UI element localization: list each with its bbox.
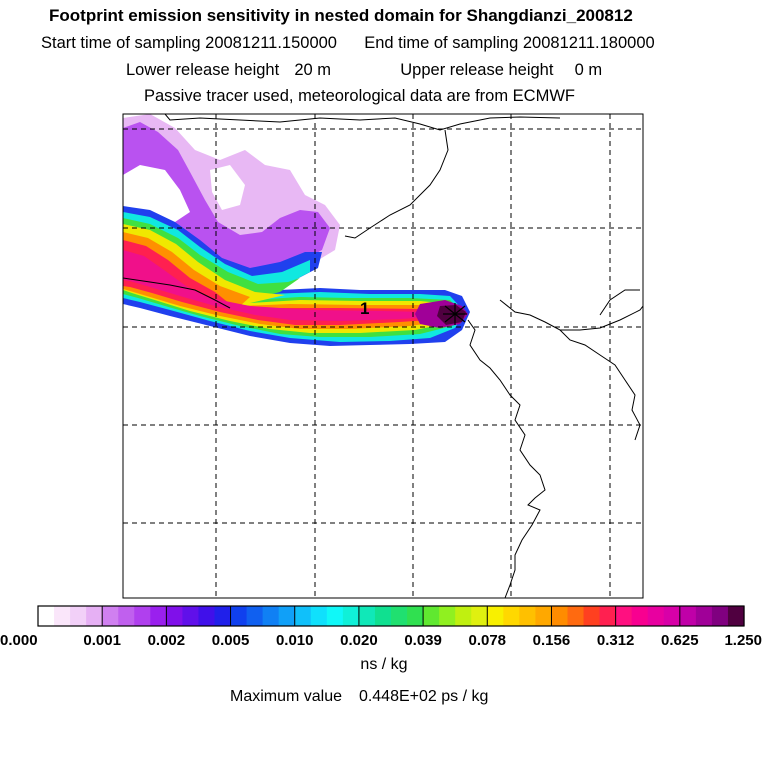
colorbar-tick-label: 0.010 — [276, 632, 314, 649]
colorbar-swatch — [439, 606, 456, 626]
colorbar-swatch — [262, 606, 280, 626]
colorbar-swatch — [278, 606, 296, 626]
colorbar-swatch — [294, 606, 312, 626]
coast-bay — [467, 319, 546, 598]
maximum-value: Maximum value 0.448E+02 ps / kg — [230, 688, 488, 706]
colorbar-tick-label: 0.312 — [597, 632, 635, 649]
colorbar-tick-label: 0.005 — [212, 632, 250, 649]
plume-white-gap-2 — [210, 165, 245, 210]
colorbar-swatch — [134, 606, 151, 626]
colorbar-tick-label: 0.000 — [0, 632, 38, 649]
colorbar-swatch — [391, 606, 408, 626]
colorbar-swatch — [86, 606, 103, 626]
sampling-times: Start time of sampling 20081211.150000 E… — [41, 34, 655, 53]
colorbar-tick-label: 0.039 — [404, 632, 442, 649]
border-west — [123, 277, 231, 309]
coast-peninsula-east — [499, 299, 643, 331]
colorbar-swatch — [198, 606, 216, 626]
start-time-value: 20081211.150000 — [205, 34, 337, 52]
colorbar-frame — [37, 605, 745, 627]
colorbar-swatch — [599, 606, 617, 626]
release-label: 1 — [360, 299, 369, 318]
start-time-label: Start time of sampling — [41, 34, 201, 52]
colorbar-swatch — [374, 606, 392, 626]
colorbar-swatch — [150, 606, 167, 626]
colorbar-swatch — [342, 606, 360, 626]
colorbar-tick-label: 0.001 — [83, 632, 121, 649]
colorbar-swatch — [615, 606, 633, 626]
plume — [123, 114, 470, 346]
end-time-label: End time of sampling — [364, 34, 519, 52]
plume-red — [123, 240, 452, 325]
colorbar-units: ns / kg — [360, 656, 408, 673]
coast-east-north — [599, 289, 640, 316]
plume-darkest-core — [437, 305, 466, 325]
colorbar-swatch — [551, 606, 569, 626]
colorbar-swatch — [711, 606, 729, 626]
upper-height-value: 0 m — [574, 61, 603, 79]
plot-title: Footprint emission sensitivity in nested… — [49, 6, 633, 25]
colorbar-swatch — [503, 606, 520, 626]
colorbar-swatch — [54, 606, 71, 626]
colorbar-tick-label: 0.156 — [533, 632, 571, 649]
release-heights: Lower release height 20 m Upper release … — [126, 61, 602, 80]
colorbar-swatch — [118, 606, 135, 626]
lower-height-value: 20 m — [294, 61, 332, 79]
plume-white-gap — [123, 165, 190, 222]
colorbar-swatch — [246, 606, 264, 626]
upper-height-label: Upper release height — [400, 61, 554, 79]
border-northern — [164, 114, 561, 131]
coast-korea — [559, 329, 641, 441]
colorbar-swatch — [455, 606, 472, 626]
graticule — [123, 114, 643, 598]
colorbar-swatch — [727, 606, 745, 626]
end-time-value: 20081211.180000 — [522, 34, 655, 52]
border-peninsula — [344, 129, 449, 239]
colorbar-tick-label: 1.250 — [724, 632, 762, 649]
colorbar-swatch — [70, 606, 87, 626]
coastline — [123, 114, 643, 598]
colorbar-swatch — [38, 606, 55, 626]
colorbar-tick-label: 0.002 — [148, 632, 186, 649]
colorbar-swatch — [567, 606, 585, 626]
colorbar-swatch — [230, 606, 248, 626]
colorbar-swatch — [423, 606, 440, 626]
colorbar-tick-label: 0.625 — [661, 632, 699, 649]
colorbar-swatch — [583, 606, 601, 626]
colorbar-swatch — [663, 606, 681, 626]
colorbar-swatch — [102, 606, 119, 626]
colorbar-swatch — [471, 606, 488, 626]
colorbar-swatch — [679, 606, 697, 626]
colorbar-swatch — [182, 606, 200, 626]
tracer-note: Passive tracer used, meteorological data… — [144, 87, 575, 105]
colorbar-swatch — [487, 606, 504, 626]
colorbar-swatch — [358, 606, 376, 626]
maximum-value-number: 0.448E+02 ps / kg — [358, 688, 489, 705]
lower-height-label: Lower release height — [126, 61, 280, 79]
colorbar-swatch — [214, 606, 232, 626]
plume-magenta — [123, 250, 435, 321]
colorbar-tick-label: 0.078 — [468, 632, 506, 649]
colorbar-swatch — [166, 606, 184, 626]
colorbar-swatch — [519, 606, 537, 626]
colorbar-swatch — [535, 606, 553, 626]
colorbar-swatch — [310, 606, 328, 626]
colorbar-swatch — [647, 606, 665, 626]
colorbar-swatch — [695, 606, 713, 626]
colorbar-swatch — [326, 606, 344, 626]
colorbar-tick-label: 0.020 — [340, 632, 378, 649]
colorbar-swatch — [631, 606, 649, 626]
maximum-value-label: Maximum value — [230, 688, 343, 705]
map-frame — [122, 113, 644, 599]
colorbar-swatch — [407, 606, 424, 626]
release-point — [443, 303, 467, 325]
